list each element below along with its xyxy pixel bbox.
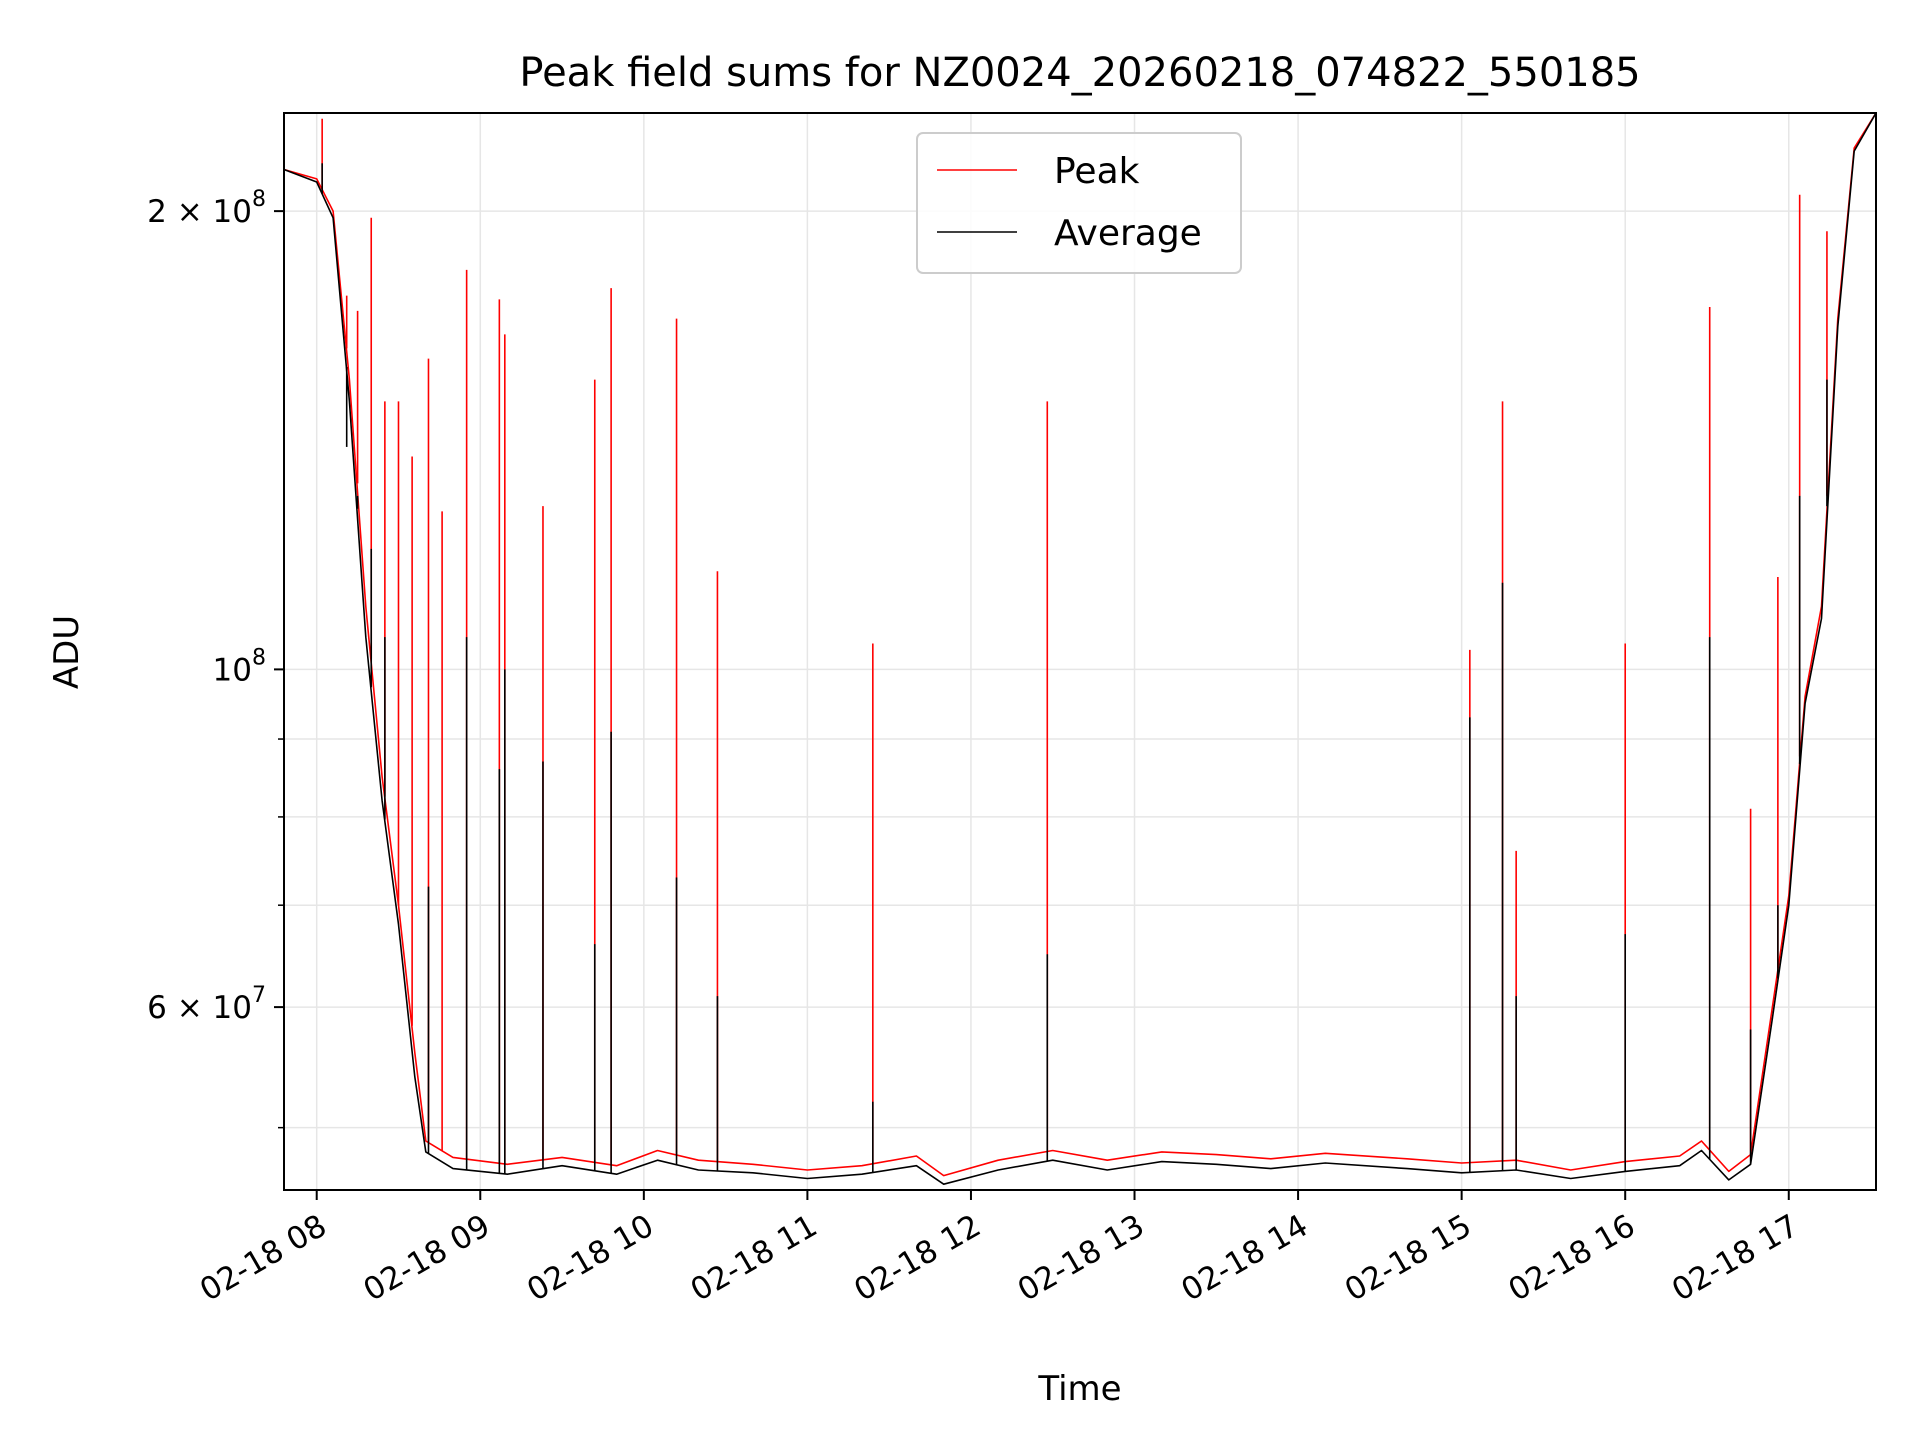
series-average: [284, 113, 1876, 1185]
y-tick-label-base: 10: [213, 652, 252, 688]
plot-frame: [283, 112, 1877, 1191]
series-layer: [284, 113, 1876, 1185]
y-tick-label-exponent: 7: [252, 983, 266, 1008]
y-tick-label-exponent: 8: [252, 645, 266, 670]
y-axis-label: ADU: [47, 615, 87, 689]
y-tick-label: 108: [213, 645, 266, 688]
chart-title: Peak field sums for NZ0024_20260218_0748…: [519, 50, 1640, 96]
y-tick-label-base: 2 × 10: [147, 194, 252, 230]
y-tick-label-base: 6 × 10: [147, 990, 252, 1026]
legend-label-peak: Peak: [1054, 151, 1140, 192]
y-tick-label: 6 × 107: [147, 983, 266, 1026]
legend-box: [916, 132, 1242, 274]
x-axis-label: Time: [1037, 1369, 1121, 1409]
y-tick-label: 2 × 108: [147, 187, 266, 230]
legend-label-average: Average: [1054, 213, 1202, 254]
y-tick-label-exponent: 8: [252, 187, 266, 212]
legend: Peak Average: [916, 132, 1242, 274]
